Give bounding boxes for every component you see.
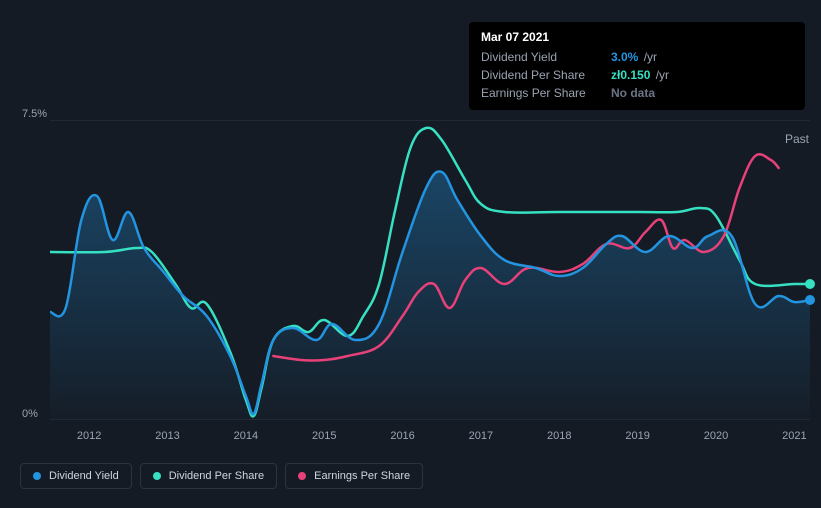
legend-dot-icon <box>153 472 161 480</box>
x-axis-label: 2018 <box>547 430 571 442</box>
tooltip-row-value: 3.0% /yr <box>611 50 657 64</box>
x-axis-label: 2013 <box>155 430 179 442</box>
x-axis-label: 2020 <box>704 430 728 442</box>
x-axis-label: 2014 <box>234 430 258 442</box>
tooltip-row-label: Earnings Per Share <box>481 86 611 100</box>
legend-label: Earnings Per Share <box>314 470 410 482</box>
legend-label: Dividend Per Share <box>169 470 264 482</box>
tooltip-row-value: zł0.150 /yr <box>611 68 669 82</box>
tooltip-row-value: No data <box>611 86 655 100</box>
x-axis-label: 2016 <box>390 430 414 442</box>
tooltip-row: Dividend Per Sharezł0.150 /yr <box>481 66 793 84</box>
legend-dot-icon <box>33 472 41 480</box>
legend-item[interactable]: Earnings Per Share <box>285 463 423 489</box>
dividend-yield-end-dot <box>805 295 815 305</box>
chart-tooltip: Mar 07 2021 Dividend Yield3.0% /yrDivide… <box>469 22 805 110</box>
tooltip-row: Dividend Yield3.0% /yr <box>481 48 793 66</box>
tooltip-row-label: Dividend Per Share <box>481 68 611 82</box>
legend-label: Dividend Yield <box>49 470 119 482</box>
legend-item[interactable]: Dividend Yield <box>20 463 132 489</box>
chart-legend: Dividend Yield Dividend Per Share Earnings… <box>20 463 423 489</box>
dividend-chart <box>50 120 810 420</box>
x-axis-label: 2021 <box>782 430 806 442</box>
y-axis-label: 0% <box>22 408 38 420</box>
y-axis-label: 7.5% <box>22 108 47 120</box>
legend-item[interactable]: Dividend Per Share <box>140 463 277 489</box>
x-axis-label: 2017 <box>469 430 493 442</box>
tooltip-date: Mar 07 2021 <box>481 30 793 48</box>
x-axis-label: 2019 <box>625 430 649 442</box>
dividend-per-share-end-dot <box>805 279 815 289</box>
x-axis-label: 2015 <box>312 430 336 442</box>
x-axis-labels: 2012 2013 2014 2015 2016 2017 2018 2019 2020 2021 <box>50 430 810 450</box>
legend-dot-icon <box>298 472 306 480</box>
tooltip-row: Earnings Per ShareNo data <box>481 84 793 102</box>
x-axis-label: 2012 <box>77 430 101 442</box>
tooltip-row-label: Dividend Yield <box>481 50 611 64</box>
